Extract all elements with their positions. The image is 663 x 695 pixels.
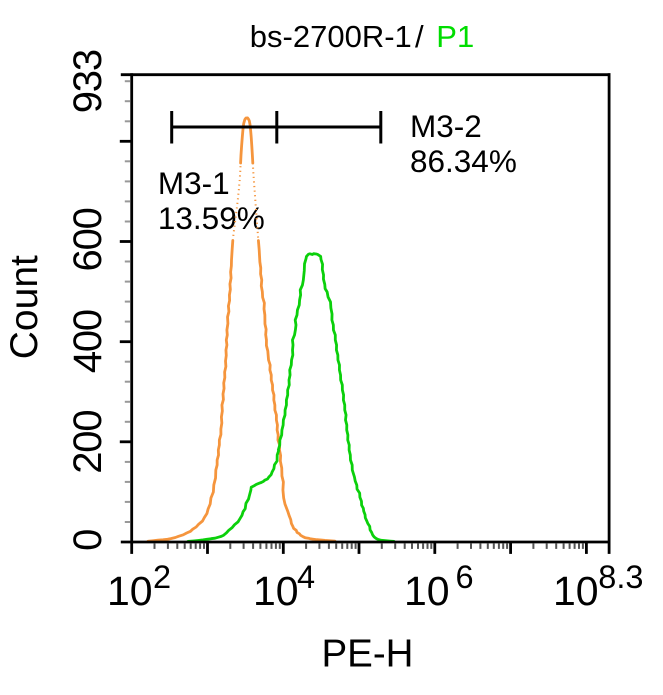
svg-text:10: 10 xyxy=(107,568,153,614)
svg-text:2: 2 xyxy=(153,559,171,595)
svg-text:13.59%: 13.59% xyxy=(158,200,265,236)
svg-text:bs-2700R-1/P1: bs-2700R-1/P1 xyxy=(250,19,474,54)
svg-text:10: 10 xyxy=(553,568,599,614)
svg-text:M3-1: M3-1 xyxy=(158,165,230,201)
svg-text:8.3: 8.3 xyxy=(598,559,643,595)
svg-text:400: 400 xyxy=(66,310,110,373)
svg-text:200: 200 xyxy=(66,411,110,474)
svg-text:10: 10 xyxy=(404,568,450,614)
svg-text:PE-H: PE-H xyxy=(322,633,414,676)
svg-text:600: 600 xyxy=(66,208,110,271)
svg-text:4: 4 xyxy=(297,559,315,595)
svg-text:Count: Count xyxy=(3,255,46,359)
svg-text:86.34%: 86.34% xyxy=(410,143,517,179)
svg-text:6: 6 xyxy=(456,559,474,595)
svg-text:933: 933 xyxy=(66,50,110,113)
svg-text:10: 10 xyxy=(253,568,299,614)
svg-text:M3-2: M3-2 xyxy=(410,108,482,144)
svg-text:0: 0 xyxy=(66,530,110,551)
